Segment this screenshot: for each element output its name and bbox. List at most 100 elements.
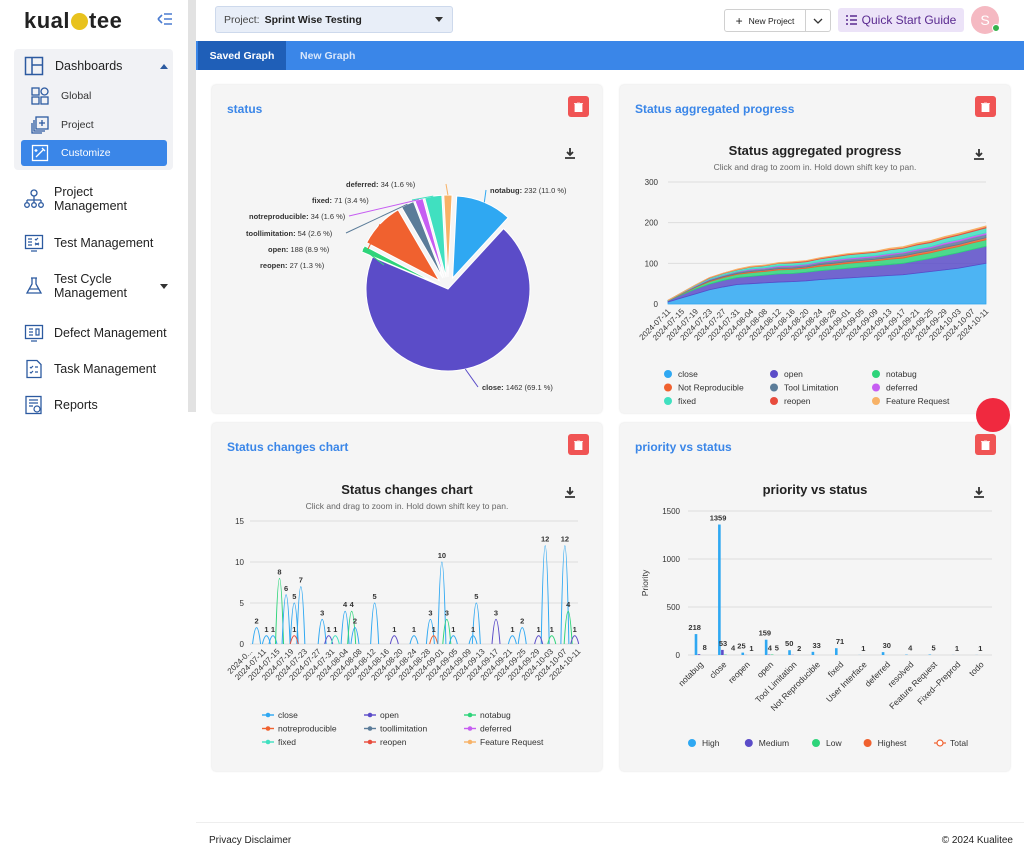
priority-vs-status-card: priority vs status priority vs status 0 5… [620,423,1010,771]
pie-label-notabug: notabug: 232 (11.0 %) [490,186,567,195]
data-label: 1 [510,625,514,634]
delete-button[interactable] [568,434,589,455]
data-label: 2 [520,617,524,626]
copyright-text: © 2024 Kualitee [941,835,1013,846]
legend-item: Low [826,738,842,748]
download-icon[interactable] [973,487,985,499]
legend-marker [863,739,872,747]
trash-icon [981,101,990,112]
data-label: 1 [392,625,396,634]
pie-slice-notabug [452,195,509,280]
y-tick-label: 15 [235,517,244,526]
line-peak [275,577,285,645]
pie-label-close: close: 1462 (69.1 %) [482,383,553,392]
legend-item: reopen [380,737,407,747]
sidebar-sub-project[interactable]: Project [30,115,94,135]
data-label: 4 [343,600,348,609]
y-axis-label: Priority [640,569,650,596]
data-label: 71 [836,637,844,646]
legend-marker [664,397,672,405]
data-label: 5 [373,592,377,601]
download-icon[interactable] [973,149,985,161]
tab-saved-graph[interactable]: Saved Graph [198,41,286,70]
line-peak [268,635,278,645]
legend-item: toollimitation [380,724,428,734]
quick-start-guide-button[interactable]: Quick Start Guide [838,8,964,32]
data-label: 5 [931,644,935,653]
line-peak [534,635,544,645]
project-select[interactable]: Project: Sprint Wise Testing [215,6,453,33]
legend-item: Feature Request [886,396,950,406]
data-label: 5 [775,644,779,653]
data-label: 8 [703,643,707,652]
pie-label-fixed: fixed: 71 (3.4 %) [312,196,369,205]
org-chart-icon [24,189,44,208]
line-peak [547,635,557,645]
data-label: 4 [566,600,571,609]
pie-label-open: open: 188 (8.9 %) [268,245,330,254]
delete-button[interactable] [975,434,996,455]
line-peak [563,610,573,645]
line-peak [347,610,357,645]
delete-button[interactable] [568,96,589,117]
aggregated-area-chart: 01002003002024-07-112024-07-152024-07-19… [638,178,991,406]
privacy-disclaimer-link[interactable]: Privacy Disclaimer [209,835,292,846]
trash-icon [574,439,583,450]
data-label: 1 [471,625,475,634]
new-project-button[interactable]: + New Project [724,9,806,32]
trash-icon [574,101,583,112]
new-project-dropdown-button[interactable] [806,9,831,32]
sidebar-item-test-cycle-management[interactable]: Test Cycle Management [24,272,168,300]
legend-marker [872,397,880,405]
legend-item: Tool Limitation [784,383,839,393]
bar-high [835,648,838,655]
dashboard-content: status notabug: 232 (11.0 %) close: 1462 … [196,70,1024,822]
sidebar-item-reports[interactable]: Reports [24,395,98,415]
legend-marker [688,739,696,747]
data-label: 3 [494,608,498,617]
collapse-sidebar-icon[interactable] [157,12,173,26]
chart-subtitle: Click and drag to zoom in. Hold down shi… [713,162,917,172]
chart-subtitle: Click and drag to zoom in. Hold down shi… [305,501,509,511]
online-status-dot [992,24,1000,32]
delete-button[interactable] [975,96,996,117]
line-peak [570,635,580,645]
sidebar-item-project-management[interactable]: Project Management [24,185,127,213]
user-avatar[interactable]: S [971,6,999,34]
pie-label-deferred: deferred: 34 (1.6 %) [346,180,416,189]
data-label: 2 [254,617,258,626]
sidebar-item-task-management[interactable]: Task Management [24,359,156,379]
kualitee-logo[interactable]: kual tee [24,8,123,33]
tab-new-graph[interactable]: New Graph [300,49,356,62]
legend-marker [812,739,820,747]
legend-item: deferred [886,383,918,393]
download-icon[interactable] [564,148,576,160]
sidebar-item-test-management[interactable]: Test Management [24,233,153,253]
sidebar-sub-global[interactable]: Global [30,86,91,106]
data-label: 2 [353,617,357,626]
legend-item: notreproducible [278,724,337,734]
legend-item: open [784,369,803,379]
legend-item: High [702,738,720,748]
sidebar-item-dashboards[interactable]: Dashboards [24,56,169,76]
y-tick-label: 1500 [662,507,680,516]
y-tick-label: 100 [645,259,659,268]
legend-marker [265,712,271,718]
legend-item: Not Reproducible [678,383,744,393]
y-tick-label: 200 [645,219,659,228]
pie-leader-open [367,223,381,250]
sidebar-sub-customize[interactable]: Customize [21,140,167,166]
chart-title: priority vs status [762,482,868,497]
data-label: 7 [299,576,303,585]
pie-slice-close [365,227,531,372]
data-label: 5 [292,592,296,601]
floating-action-button[interactable] [976,398,1010,432]
legend-item: Total [950,738,968,748]
line-peak [429,635,439,645]
sidebar-scrollbar[interactable] [188,0,196,412]
sidebar-item-defect-management[interactable]: Defect Management [24,323,167,343]
data-label: 4 [908,644,913,653]
legend-item: reopen [784,396,811,406]
download-icon[interactable] [564,487,576,499]
legend-marker [367,712,373,718]
